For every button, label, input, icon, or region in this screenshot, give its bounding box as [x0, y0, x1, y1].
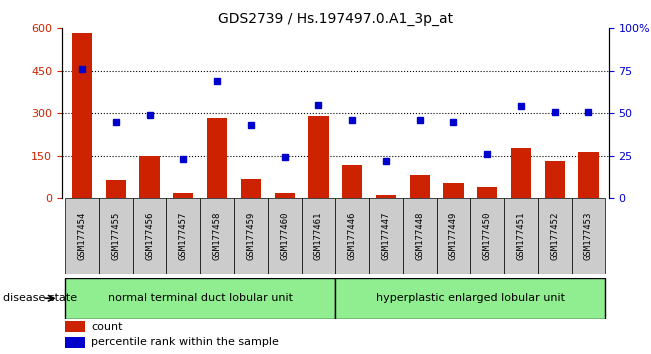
Bar [538, 198, 572, 274]
Bar [105, 180, 126, 198]
Bar [99, 198, 133, 274]
Text: GSM177448: GSM177448 [415, 212, 424, 261]
Bar [173, 193, 193, 198]
Text: GSM177451: GSM177451 [516, 212, 525, 261]
Text: GSM177447: GSM177447 [381, 212, 391, 261]
Bar [241, 179, 261, 198]
Bar [133, 198, 167, 274]
Bar [578, 152, 598, 198]
Text: GSM177453: GSM177453 [584, 212, 593, 261]
Bar [309, 116, 329, 198]
Bar [301, 198, 335, 274]
Bar [342, 165, 362, 198]
Bar [167, 198, 201, 274]
Bar [275, 193, 295, 198]
Text: hyperplastic enlarged lobular unit: hyperplastic enlarged lobular unit [376, 293, 565, 303]
Text: percentile rank within the sample: percentile rank within the sample [91, 337, 279, 348]
Bar [201, 198, 234, 274]
Title: GDS2739 / Hs.197497.0.A1_3p_at: GDS2739 / Hs.197497.0.A1_3p_at [217, 12, 453, 26]
Bar [207, 118, 227, 198]
Bar [335, 198, 369, 274]
Bar [470, 198, 504, 274]
Bar [139, 156, 159, 198]
Text: GSM177449: GSM177449 [449, 212, 458, 261]
Bar [65, 278, 335, 319]
Text: GSM177450: GSM177450 [482, 212, 492, 261]
Bar [511, 148, 531, 198]
Text: GSM177460: GSM177460 [280, 212, 289, 261]
Text: GSM177458: GSM177458 [213, 212, 221, 261]
Bar [376, 195, 396, 198]
Bar [544, 161, 565, 198]
Text: GSM177452: GSM177452 [550, 212, 559, 261]
Bar [504, 198, 538, 274]
Text: GSM177455: GSM177455 [111, 212, 120, 261]
Bar [268, 198, 301, 274]
Bar [65, 198, 99, 274]
Text: GSM177456: GSM177456 [145, 212, 154, 261]
Bar [65, 337, 85, 348]
Text: GSM177461: GSM177461 [314, 212, 323, 261]
Bar [443, 183, 464, 198]
Text: count: count [91, 321, 122, 332]
Bar [403, 198, 437, 274]
Text: GSM177446: GSM177446 [348, 212, 357, 261]
Text: GSM177459: GSM177459 [246, 212, 255, 261]
Bar [72, 33, 92, 198]
Bar [65, 321, 85, 332]
Text: GSM177454: GSM177454 [77, 212, 87, 261]
Bar [409, 175, 430, 198]
Text: normal terminal duct lobular unit: normal terminal duct lobular unit [108, 293, 293, 303]
Bar [437, 198, 470, 274]
Text: disease state: disease state [3, 293, 77, 303]
Bar [335, 278, 605, 319]
Bar [477, 187, 497, 198]
Text: GSM177457: GSM177457 [179, 212, 188, 261]
Bar [369, 198, 403, 274]
Bar [234, 198, 268, 274]
Bar [572, 198, 605, 274]
